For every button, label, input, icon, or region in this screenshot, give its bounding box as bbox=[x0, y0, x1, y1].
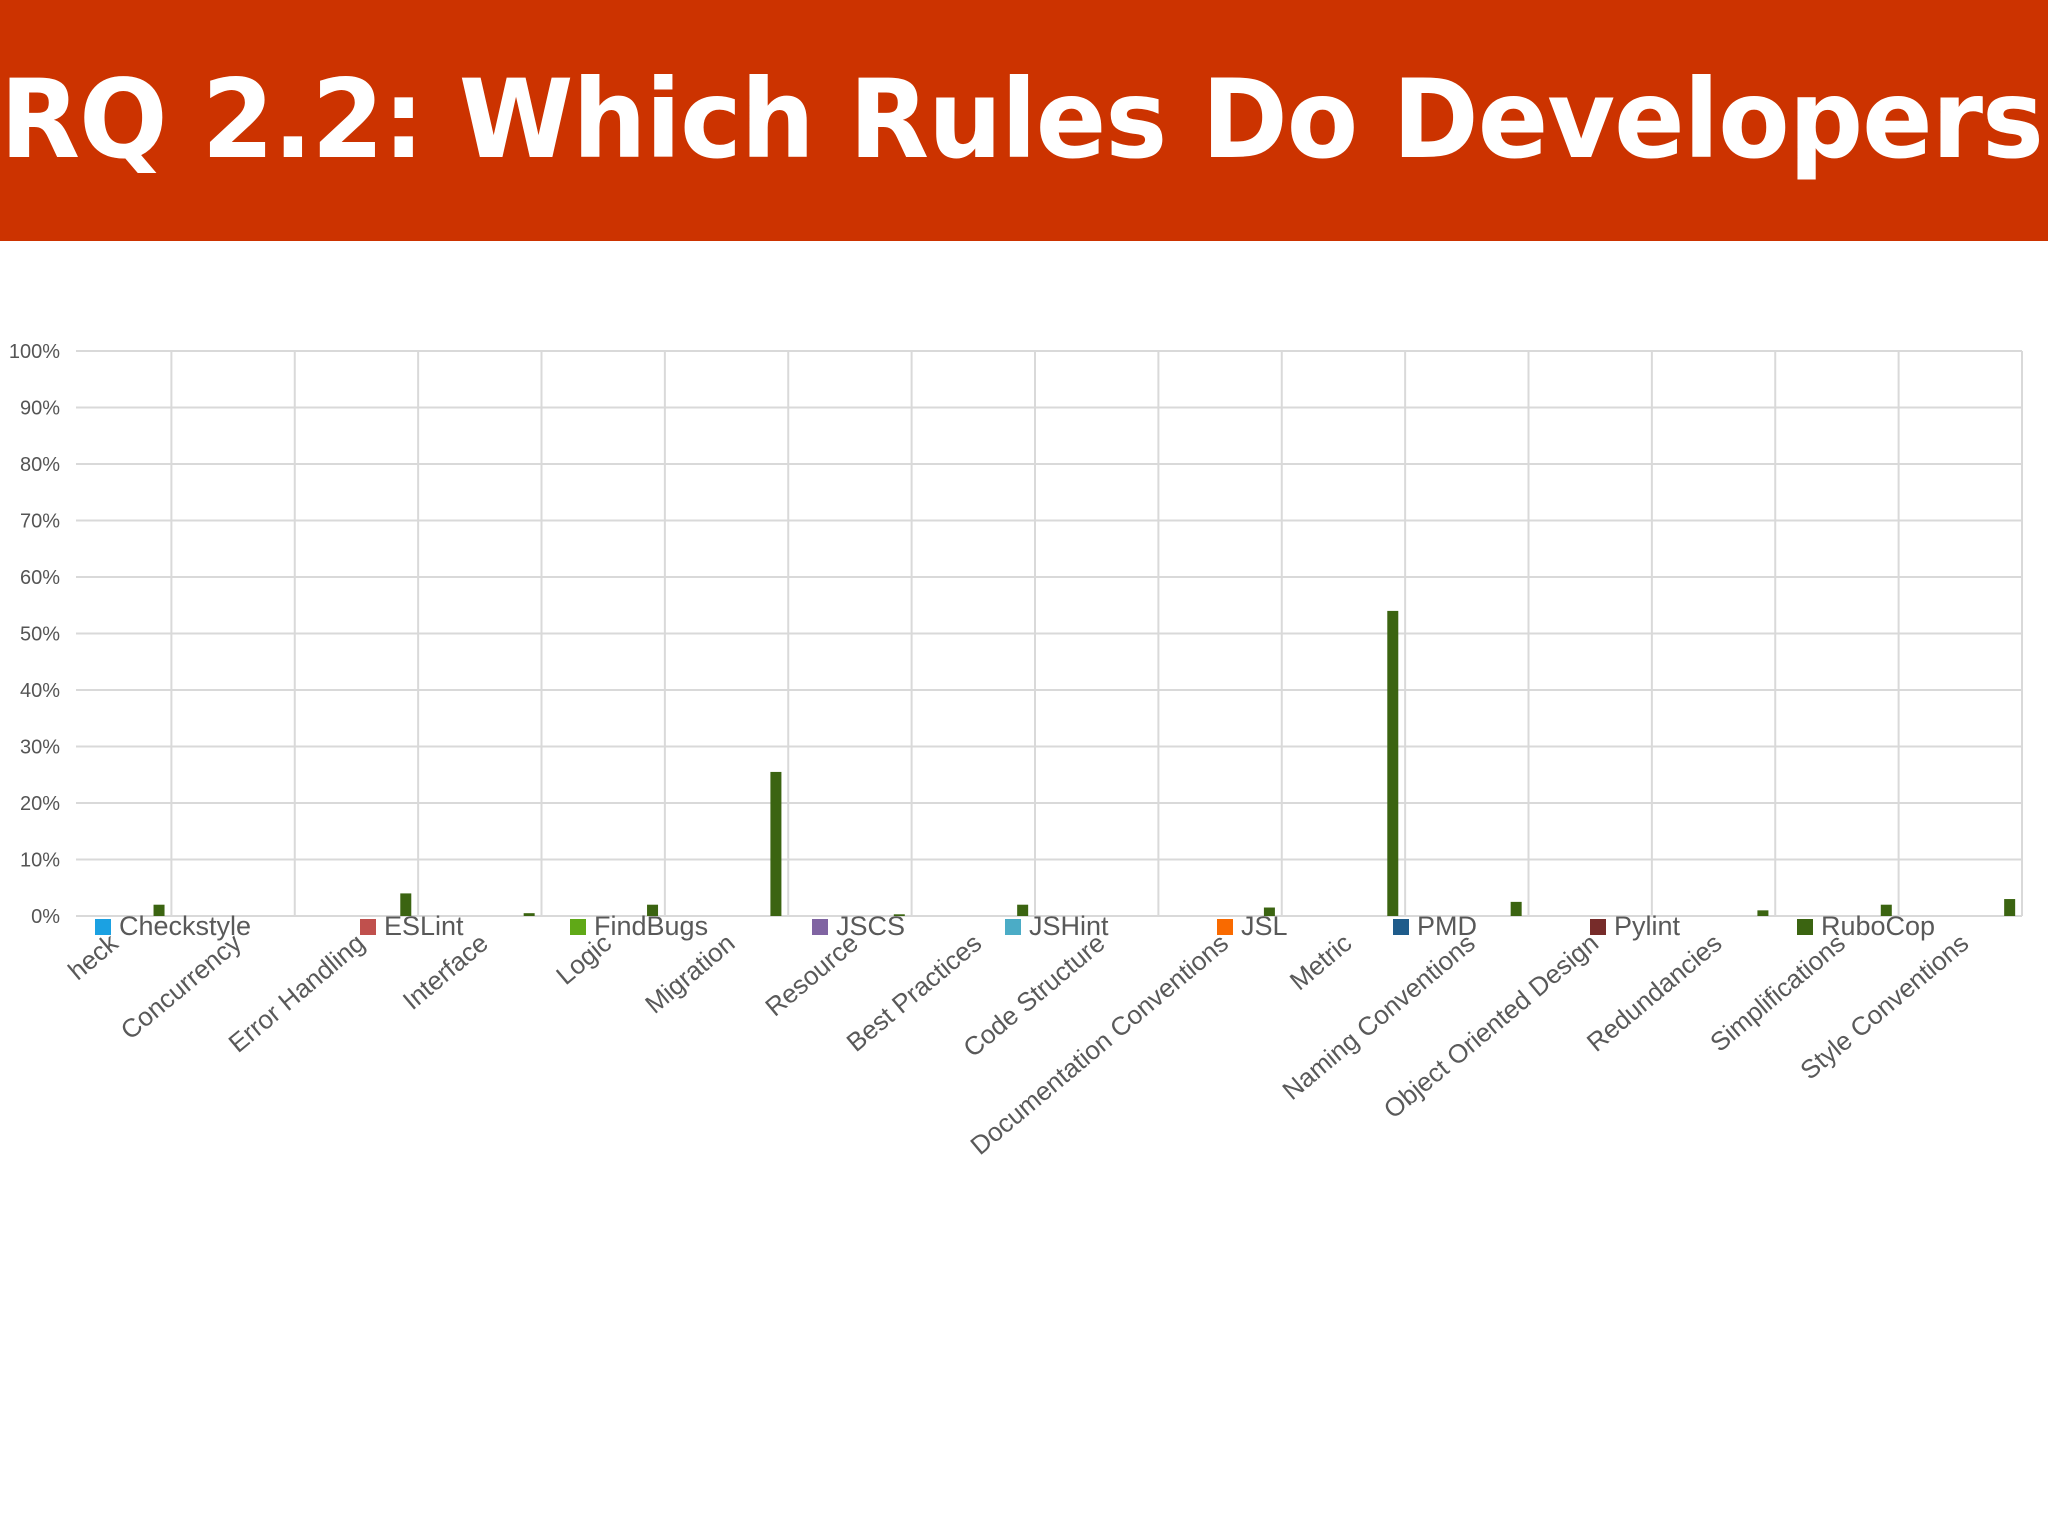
legend-label-jsl: JSL bbox=[1241, 911, 1288, 941]
bar-rubocop bbox=[647, 904, 659, 916]
bar-rubocop bbox=[1263, 907, 1275, 916]
bar-rubocop bbox=[770, 771, 782, 916]
bar-chart: 0% 10% 20% 30% 40% 50% 60% 70% 80% 90% 100% heckCo… bbox=[9, 341, 2023, 1161]
x-category-label: Resource bbox=[759, 928, 864, 1023]
legend-label-checkstyle: Checkstyle bbox=[119, 911, 251, 941]
legend-swatch-jsl bbox=[1217, 919, 1233, 935]
legend-label-findbugs: FindBugs bbox=[594, 911, 708, 941]
legend-swatch-pmd bbox=[1393, 919, 1409, 935]
x-category-label: Concurrency bbox=[115, 928, 247, 1046]
x-category-label: heck bbox=[62, 927, 124, 986]
x-category-label: Object Oriented Design bbox=[1378, 928, 1604, 1125]
legend-label-jscs: JSCS bbox=[836, 911, 905, 941]
y-tick-label: 80% bbox=[20, 454, 60, 476]
legend-swatch-rubocop bbox=[1797, 919, 1813, 935]
x-category-label: Documentation Conventions bbox=[964, 928, 1234, 1161]
legend-label-pylint: Pylint bbox=[1614, 911, 1681, 941]
legend-swatch-jscs bbox=[812, 919, 828, 935]
y-tick-label: 50% bbox=[20, 624, 60, 646]
y-tick-label: 100% bbox=[9, 341, 60, 363]
bar-rubocop bbox=[1880, 904, 1892, 916]
legend-swatch-eslint bbox=[360, 919, 376, 935]
legend-swatch-findbugs bbox=[570, 919, 586, 935]
y-tick-label: 30% bbox=[20, 737, 60, 759]
legend-label-eslint: ESLint bbox=[384, 911, 464, 941]
legend-label-pmd: PMD bbox=[1417, 911, 1477, 941]
legend-swatch-checkstyle bbox=[95, 919, 111, 935]
chart-legend: Checkstyle ESLint FindBugs JSCS JSHint JSL PMD… bbox=[95, 911, 1935, 941]
bar-rubocop bbox=[893, 914, 905, 916]
bar-rubocop bbox=[1387, 610, 1399, 916]
y-tick-label: 0% bbox=[31, 906, 60, 928]
bar-rubocop bbox=[153, 904, 165, 916]
title-banner: RQ 2.2: Which Rules Do Developers Enable… bbox=[0, 0, 2048, 241]
x-category-label: Migration bbox=[639, 928, 740, 1020]
y-axis-tick-labels: 0% 10% 20% 30% 40% 50% 60% 70% 80% 90% 100% bbox=[9, 341, 60, 928]
y-tick-label: 40% bbox=[20, 680, 60, 702]
y-tick-label: 60% bbox=[20, 567, 60, 589]
bar-rubocop bbox=[1510, 901, 1522, 916]
bar-rubocop bbox=[2004, 899, 2016, 916]
x-category-label: Redundancies bbox=[1581, 928, 1728, 1058]
x-category-label: Metric bbox=[1284, 928, 1358, 996]
bar-rubocop bbox=[1017, 904, 1029, 916]
x-category-label: Error Handling bbox=[223, 928, 371, 1059]
bar-rubocop bbox=[1757, 910, 1769, 916]
y-tick-label: 90% bbox=[20, 398, 60, 420]
bar-rubocop bbox=[400, 893, 412, 916]
chart-gridlines bbox=[76, 350, 2023, 917]
y-tick-label: 70% bbox=[20, 511, 60, 533]
legend-label-rubocop: RuboCop bbox=[1821, 911, 1935, 941]
chart-bars bbox=[153, 610, 2016, 916]
bar-rubocop bbox=[523, 913, 535, 916]
y-tick-label: 20% bbox=[20, 793, 60, 815]
y-tick-label: 10% bbox=[20, 850, 60, 872]
slide-title: RQ 2.2: Which Rules Do Developers Enable… bbox=[0, 54, 2048, 184]
legend-swatch-jshint bbox=[1005, 919, 1021, 935]
legend-swatch-pylint bbox=[1590, 919, 1606, 935]
legend-label-jshint: JSHint bbox=[1029, 911, 1109, 941]
